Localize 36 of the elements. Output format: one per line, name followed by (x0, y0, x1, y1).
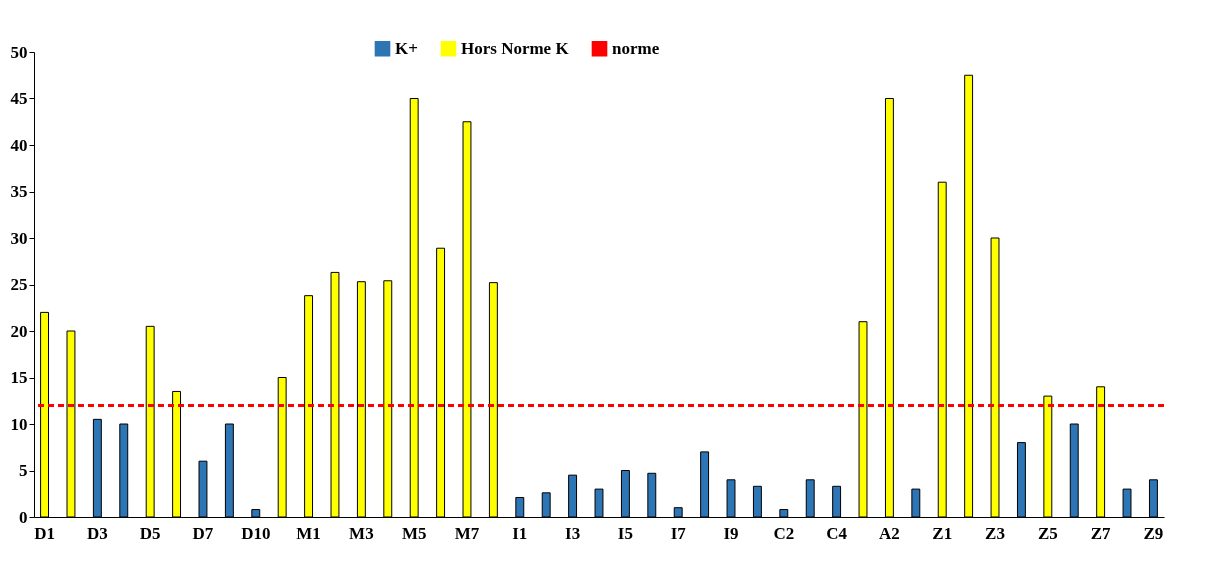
x-tick-label: I5 (617, 523, 633, 543)
y-tick-label: 45 (10, 89, 28, 108)
x-tick-label: Z9 (1143, 523, 1164, 543)
x-tick-label: D5 (139, 523, 161, 543)
y-tick-label: 20 (10, 321, 28, 341)
x-tick-label: M3 (349, 523, 374, 543)
y-tick-label: 40 (10, 135, 28, 155)
legend-label: Hors Norme K (461, 38, 570, 58)
y-tick-label: 10 (10, 414, 28, 434)
x-tick-label: M1 (296, 523, 321, 543)
legend-label: norme (612, 38, 660, 58)
x-tick-label: I9 (723, 523, 739, 543)
x-tick-label: Z3 (985, 523, 1005, 543)
x-tick-label: Z1 (932, 523, 953, 543)
x-tick-label: Z5 (1037, 523, 1058, 543)
x-tick-label: Z7 (1090, 523, 1112, 543)
y-tick-label: 15 (10, 368, 28, 387)
x-tick-label: C4 (826, 523, 848, 543)
x-tick-label: I7 (670, 523, 687, 543)
x-tick-label: D10 (241, 523, 271, 543)
y-tick-label: 5 (19, 461, 28, 480)
y-tick-label: 50 (10, 42, 28, 62)
y-tick-label: 25 (10, 275, 28, 294)
x-tick-label: I1 (512, 523, 528, 543)
x-tick-label: M5 (401, 523, 427, 543)
x-tick-label: D7 (192, 523, 214, 543)
x-tick-label: C2 (773, 523, 795, 543)
y-tick-label: 35 (10, 182, 28, 201)
y-tick-label: 0 (19, 507, 28, 527)
x-tick-label: D1 (34, 523, 55, 543)
x-tick-label: D3 (86, 523, 108, 543)
x-tick-label: A2 (879, 523, 900, 543)
legend-label: K+ (395, 38, 418, 58)
y-tick-label: 30 (10, 228, 28, 248)
x-tick-label: I3 (565, 523, 581, 543)
x-tick-label: M7 (454, 523, 480, 543)
